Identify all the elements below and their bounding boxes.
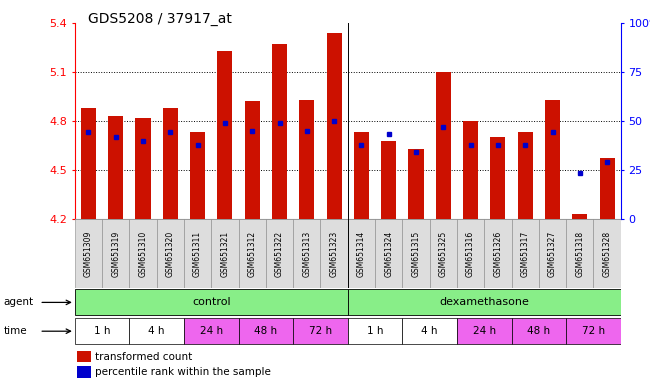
Text: 48 h: 48 h	[254, 326, 278, 336]
Bar	[217, 51, 233, 219]
Bar	[517, 132, 533, 219]
Text: GSM651310: GSM651310	[138, 230, 148, 276]
Bar	[457, 219, 484, 288]
Bar	[484, 219, 512, 288]
Bar	[375, 219, 402, 288]
Bar	[266, 219, 293, 288]
Bar	[599, 159, 615, 219]
Bar	[184, 318, 239, 344]
Bar	[326, 33, 342, 219]
Bar	[108, 116, 124, 219]
Text: agent: agent	[3, 297, 33, 308]
Text: GSM651316: GSM651316	[466, 230, 475, 276]
Bar	[81, 108, 96, 219]
Text: transformed count: transformed count	[95, 352, 192, 362]
Text: 1 h: 1 h	[94, 326, 111, 336]
Bar	[272, 44, 287, 219]
Bar	[593, 219, 621, 288]
Text: GDS5208 / 37917_at: GDS5208 / 37917_at	[88, 12, 231, 25]
Text: GSM651315: GSM651315	[411, 230, 421, 276]
Text: GSM651317: GSM651317	[521, 230, 530, 276]
Bar	[157, 219, 184, 288]
Text: 24 h: 24 h	[200, 326, 223, 336]
Text: 24 h: 24 h	[473, 326, 496, 336]
Bar	[354, 132, 369, 219]
Text: GSM651321: GSM651321	[220, 230, 229, 276]
Text: percentile rank within the sample: percentile rank within the sample	[95, 367, 271, 377]
Bar	[244, 101, 260, 219]
Text: 48 h: 48 h	[527, 326, 551, 336]
Bar	[129, 318, 184, 344]
Text: 1 h: 1 h	[367, 326, 384, 336]
Text: 4 h: 4 h	[148, 326, 165, 336]
Bar	[436, 72, 451, 219]
Bar	[75, 290, 348, 315]
Bar	[566, 318, 621, 344]
Bar	[490, 137, 506, 219]
Text: GSM651328: GSM651328	[603, 230, 612, 276]
Bar	[572, 214, 588, 219]
Bar	[211, 219, 239, 288]
Bar	[539, 219, 566, 288]
Bar	[239, 318, 293, 344]
Text: dexamethasone: dexamethasone	[439, 297, 529, 308]
Bar	[75, 219, 102, 288]
Bar	[348, 318, 402, 344]
Text: 72 h: 72 h	[582, 326, 605, 336]
Bar	[184, 219, 211, 288]
Bar	[408, 149, 424, 219]
Bar	[162, 108, 178, 219]
Text: GSM651313: GSM651313	[302, 230, 311, 276]
Text: GSM651324: GSM651324	[384, 230, 393, 276]
Bar	[320, 219, 348, 288]
Bar	[293, 219, 320, 288]
Text: GSM651312: GSM651312	[248, 230, 257, 276]
Bar	[463, 121, 478, 219]
Text: GSM651325: GSM651325	[439, 230, 448, 276]
Text: GSM651320: GSM651320	[166, 230, 175, 276]
Text: GSM651319: GSM651319	[111, 230, 120, 276]
Text: GSM651322: GSM651322	[275, 230, 284, 276]
Bar	[135, 118, 151, 219]
Bar	[75, 318, 129, 344]
Text: GSM651323: GSM651323	[330, 230, 339, 276]
Bar	[190, 132, 205, 219]
Bar	[381, 141, 396, 219]
Bar	[102, 219, 129, 288]
Text: 72 h: 72 h	[309, 326, 332, 336]
Bar	[457, 318, 512, 344]
Bar	[402, 318, 457, 344]
Text: GSM651326: GSM651326	[493, 230, 502, 276]
Bar	[402, 219, 430, 288]
Bar	[348, 290, 621, 315]
Text: GSM651311: GSM651311	[193, 230, 202, 276]
Bar	[545, 100, 560, 219]
Bar	[293, 318, 348, 344]
Bar	[512, 219, 539, 288]
Text: GSM651309: GSM651309	[84, 230, 93, 276]
Bar	[77, 351, 91, 362]
Text: 4 h: 4 h	[421, 326, 438, 336]
Text: control: control	[192, 297, 231, 308]
Bar	[77, 366, 91, 377]
Bar	[239, 219, 266, 288]
Bar	[299, 100, 315, 219]
Bar	[566, 219, 593, 288]
Text: time: time	[3, 326, 27, 336]
Text: GSM651314: GSM651314	[357, 230, 366, 276]
Bar	[512, 318, 566, 344]
Bar	[430, 219, 457, 288]
Text: GSM651327: GSM651327	[548, 230, 557, 276]
Text: GSM651318: GSM651318	[575, 230, 584, 276]
Bar	[129, 219, 157, 288]
Bar	[348, 219, 375, 288]
